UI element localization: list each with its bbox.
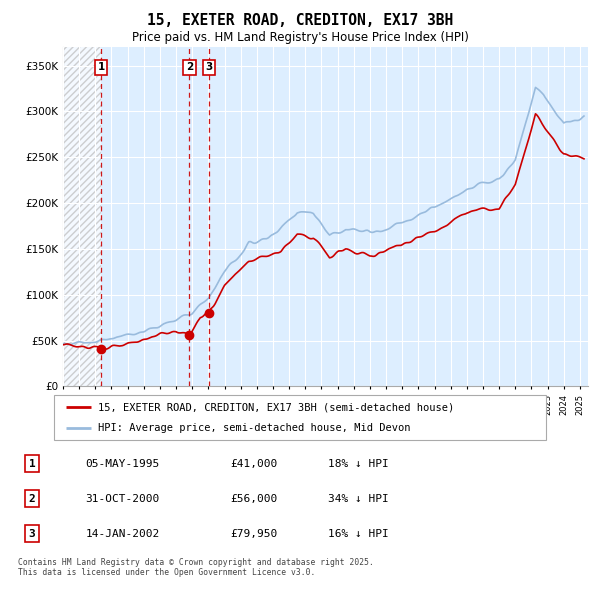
Text: 2: 2 (186, 63, 193, 73)
Text: £41,000: £41,000 (230, 458, 277, 468)
Text: 15, EXETER ROAD, CREDITON, EX17 3BH (semi-detached house): 15, EXETER ROAD, CREDITON, EX17 3BH (sem… (98, 402, 455, 412)
Text: £56,000: £56,000 (230, 494, 277, 503)
Text: 18% ↓ HPI: 18% ↓ HPI (328, 458, 389, 468)
Text: Price paid vs. HM Land Registry's House Price Index (HPI): Price paid vs. HM Land Registry's House … (131, 31, 469, 44)
Text: 15, EXETER ROAD, CREDITON, EX17 3BH: 15, EXETER ROAD, CREDITON, EX17 3BH (147, 13, 453, 28)
Text: HPI: Average price, semi-detached house, Mid Devon: HPI: Average price, semi-detached house,… (98, 422, 411, 432)
Text: 16% ↓ HPI: 16% ↓ HPI (328, 529, 389, 539)
Text: 1: 1 (29, 458, 35, 468)
Text: 31-OCT-2000: 31-OCT-2000 (86, 494, 160, 503)
Text: 3: 3 (29, 529, 35, 539)
Text: 1: 1 (97, 63, 104, 73)
Text: £79,950: £79,950 (230, 529, 277, 539)
Text: 34% ↓ HPI: 34% ↓ HPI (328, 494, 389, 503)
Text: 14-JAN-2002: 14-JAN-2002 (86, 529, 160, 539)
Text: 2: 2 (29, 494, 35, 503)
Text: 3: 3 (205, 63, 212, 73)
Text: 05-MAY-1995: 05-MAY-1995 (86, 458, 160, 468)
Text: Contains HM Land Registry data © Crown copyright and database right 2025.
This d: Contains HM Land Registry data © Crown c… (18, 558, 374, 577)
